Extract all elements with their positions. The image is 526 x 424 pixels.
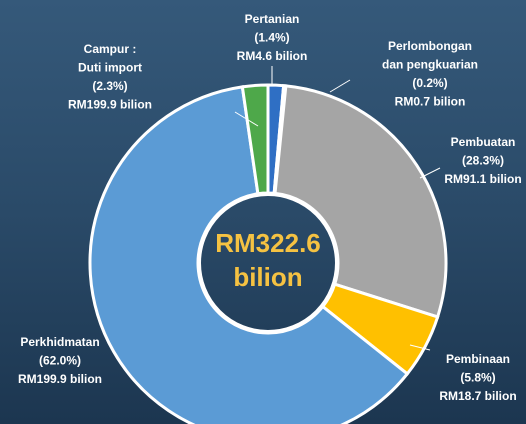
amount-label: RM91.1 bilion xyxy=(444,172,521,186)
leader-line xyxy=(419,167,441,179)
amount-label: RM199.9 bilion xyxy=(68,98,152,112)
value-label: (2.3%) xyxy=(92,79,127,93)
value-label: (0.2%) xyxy=(412,76,447,90)
center-label: bilion xyxy=(233,262,302,292)
amount-label: RM0.7 bilion xyxy=(395,95,466,109)
amount-label: RM18.7 bilion xyxy=(439,389,516,403)
category-label: Pembuatan xyxy=(451,135,516,149)
category-label: dan pengkuarian xyxy=(382,58,478,72)
leader-line xyxy=(329,79,351,93)
value-label: (62.0%) xyxy=(39,354,81,368)
value-label: (28.3%) xyxy=(462,154,504,168)
category-label: Perkhidmatan xyxy=(20,335,99,349)
value-label: (1.4%) xyxy=(254,31,289,45)
amount-label: RM4.6 bilion xyxy=(237,49,308,63)
category-label: Pertanian xyxy=(245,12,300,26)
leader-line xyxy=(234,111,259,127)
category-label: Perlombongan xyxy=(388,39,472,53)
category-label: Pembinaan xyxy=(446,352,510,366)
leader-line xyxy=(409,344,431,351)
category-label: Campur : xyxy=(84,42,137,56)
category-label: Duti import xyxy=(78,61,142,75)
value-label: (5.8%) xyxy=(460,371,495,385)
center-label: RM322.6 xyxy=(215,228,321,258)
amount-label: RM199.9 bilion xyxy=(18,372,102,386)
center-ring xyxy=(197,192,339,334)
